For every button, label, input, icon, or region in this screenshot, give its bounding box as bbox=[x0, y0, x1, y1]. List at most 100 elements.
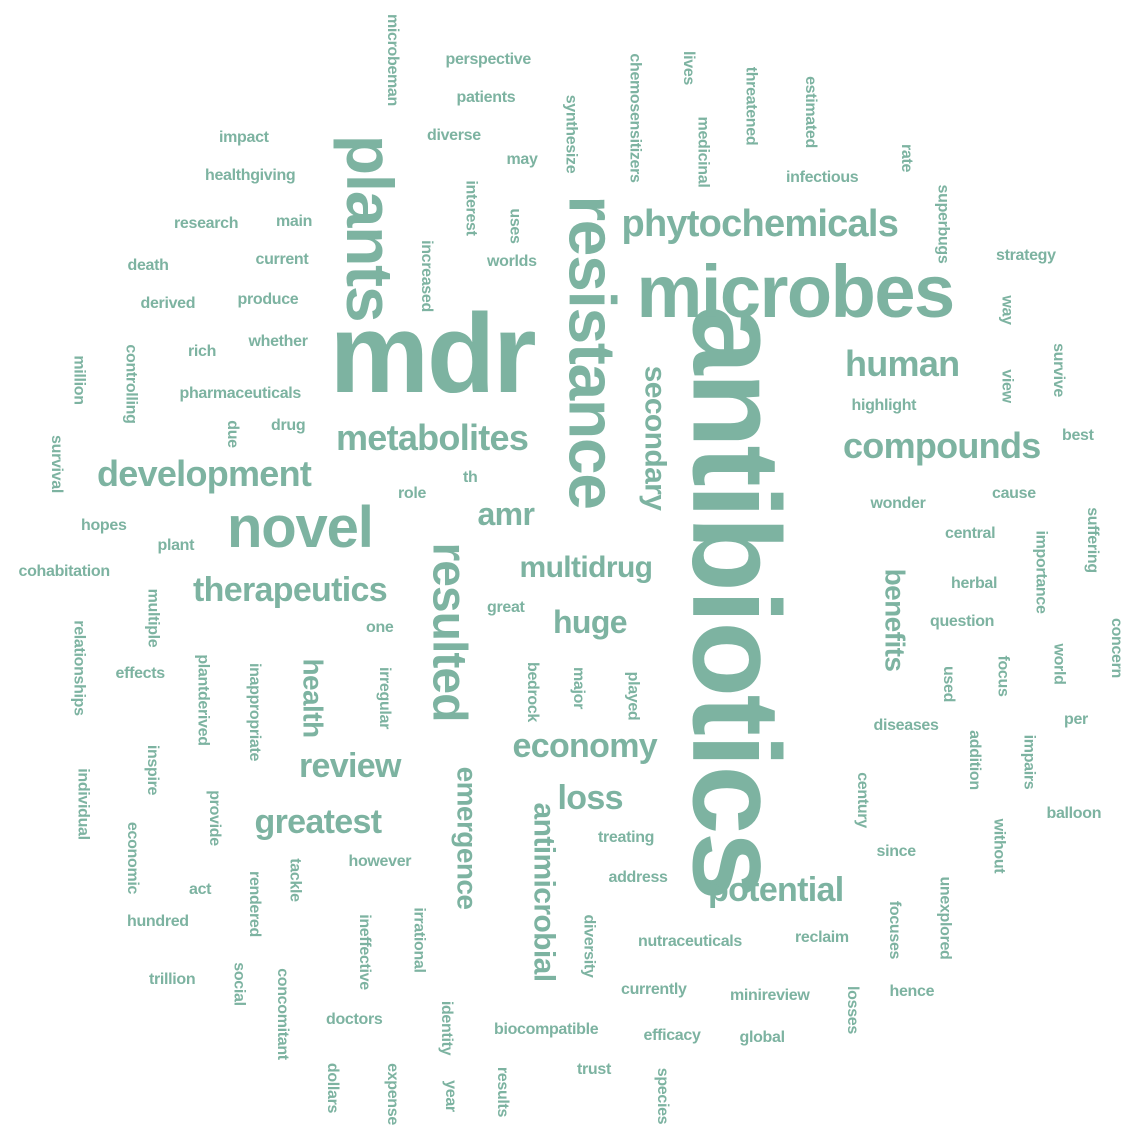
word-species: species bbox=[654, 1067, 672, 1125]
word-healthgiving: healthgiving bbox=[205, 167, 296, 184]
word-irrational: irrational bbox=[410, 907, 428, 973]
word-whether: whether bbox=[248, 333, 308, 350]
word-hopes: hopes bbox=[81, 517, 127, 534]
word-economic: economic bbox=[124, 821, 142, 895]
word-however: however bbox=[348, 853, 412, 870]
word-perspective: perspective bbox=[445, 51, 532, 68]
word-worlds: worlds bbox=[487, 253, 537, 270]
word-drug: drug bbox=[271, 417, 306, 434]
word-highlight: highlight bbox=[851, 397, 917, 414]
word-interest: interest bbox=[462, 180, 480, 236]
word-currently: currently bbox=[621, 981, 687, 998]
word-view: view bbox=[998, 369, 1016, 403]
word-impact: impact bbox=[219, 129, 269, 146]
word-multiple: multiple bbox=[143, 588, 161, 648]
word-estimated: estimated bbox=[801, 76, 819, 148]
word-chemosensitizers: chemosensitizers bbox=[626, 53, 644, 183]
word-expense: expense bbox=[383, 1063, 401, 1125]
word-doctors: doctors bbox=[326, 1011, 383, 1028]
word-one: one bbox=[366, 619, 394, 636]
word-irregular: irregular bbox=[376, 666, 394, 730]
word-importance: importance bbox=[1032, 530, 1050, 614]
word-results: results bbox=[494, 1066, 512, 1118]
word-potential: potential bbox=[708, 871, 844, 909]
word-biocompatible: biocompatible bbox=[494, 1021, 599, 1038]
word-century: century bbox=[853, 772, 871, 828]
word-diseases: diseases bbox=[873, 717, 939, 734]
word-treating: treating bbox=[598, 829, 655, 846]
word-development: development bbox=[97, 453, 312, 494]
word-lives: lives bbox=[680, 51, 697, 85]
word-greatest: greatest bbox=[254, 803, 383, 841]
word-novel: novel bbox=[227, 495, 374, 560]
word-metabolites: metabolites bbox=[336, 417, 529, 458]
word-mdr: mdr bbox=[329, 291, 537, 416]
word-survival: survival bbox=[47, 435, 65, 493]
word-tackle: tackle bbox=[286, 858, 304, 902]
word-dollars: dollars bbox=[324, 1062, 342, 1114]
word-played: played bbox=[623, 671, 641, 721]
word-huge: huge bbox=[553, 604, 628, 640]
word-great: great bbox=[487, 599, 525, 616]
word-addition: addition bbox=[965, 730, 983, 790]
word-suffering: suffering bbox=[1083, 507, 1101, 573]
word-minireview: minireview bbox=[730, 987, 810, 1004]
word-infectious: infectious bbox=[786, 169, 859, 186]
word-relationships: relationships bbox=[70, 620, 88, 716]
word-loss: loss bbox=[557, 779, 624, 817]
word-benefits: benefits bbox=[878, 568, 910, 672]
word-secondary: secondary bbox=[637, 365, 671, 511]
word-wonder: wonder bbox=[870, 495, 926, 512]
word-plantderived: plantderived bbox=[194, 654, 212, 746]
word-may: may bbox=[506, 151, 538, 168]
word-rendered: rendered bbox=[245, 871, 263, 937]
word-controlling: controlling bbox=[122, 344, 140, 424]
word-amr: amr bbox=[477, 496, 535, 532]
word-million: million bbox=[70, 355, 88, 405]
word-diversity: diversity bbox=[579, 914, 597, 978]
word-resistance: resistance bbox=[555, 195, 630, 509]
word-main: main bbox=[276, 213, 313, 230]
word-inappropriate: inappropriate bbox=[246, 662, 264, 762]
word-survive: survive bbox=[1049, 343, 1067, 397]
word-uses: uses bbox=[506, 208, 524, 244]
word-hundred: hundred bbox=[127, 913, 189, 930]
word-emergence: emergence bbox=[450, 766, 482, 910]
word-social: social bbox=[230, 962, 248, 1006]
word-plant: plant bbox=[157, 537, 195, 554]
word-individual: individual bbox=[74, 768, 92, 840]
word-focus: focus bbox=[994, 655, 1012, 697]
word-unexplored: unexplored bbox=[936, 876, 954, 960]
word-patients: patients bbox=[456, 89, 516, 106]
word-losses: losses bbox=[843, 986, 861, 1034]
word-impairs: impairs bbox=[1019, 734, 1037, 790]
word-effects: effects bbox=[115, 665, 166, 682]
word-concomitant: concomitant bbox=[273, 968, 291, 1060]
word-review: review bbox=[299, 747, 401, 785]
word-human: human bbox=[845, 343, 960, 384]
word-without: without bbox=[989, 818, 1007, 874]
word-medicinal: medicinal bbox=[693, 116, 711, 188]
word-increased: increased bbox=[417, 240, 435, 312]
word-strategy: strategy bbox=[996, 247, 1056, 264]
word-world: world bbox=[1050, 643, 1068, 685]
word-antibiotics: antibiotics bbox=[665, 305, 804, 899]
word-per: per bbox=[1064, 711, 1088, 728]
word-focuses: focuses bbox=[886, 900, 904, 960]
word-way: way bbox=[998, 295, 1016, 325]
word-trust: trust bbox=[577, 1061, 611, 1078]
word-ineffective: ineffective bbox=[355, 914, 373, 990]
word-balloon: balloon bbox=[1046, 805, 1102, 822]
word-rate: rate bbox=[898, 143, 916, 173]
word-cause: cause bbox=[992, 485, 1036, 502]
word-hence: hence bbox=[889, 983, 935, 1000]
word-th: th bbox=[463, 469, 478, 486]
word-resulted: resulted bbox=[422, 542, 476, 722]
word-nutraceuticals: nutraceuticals bbox=[638, 933, 743, 950]
word-produce: produce bbox=[237, 291, 299, 308]
word-therapeutics: therapeutics bbox=[193, 571, 388, 609]
word-year: year bbox=[441, 1080, 459, 1112]
word-phytochemicals: phytochemicals bbox=[621, 203, 899, 245]
word-pharmaceuticals: pharmaceuticals bbox=[179, 385, 302, 402]
